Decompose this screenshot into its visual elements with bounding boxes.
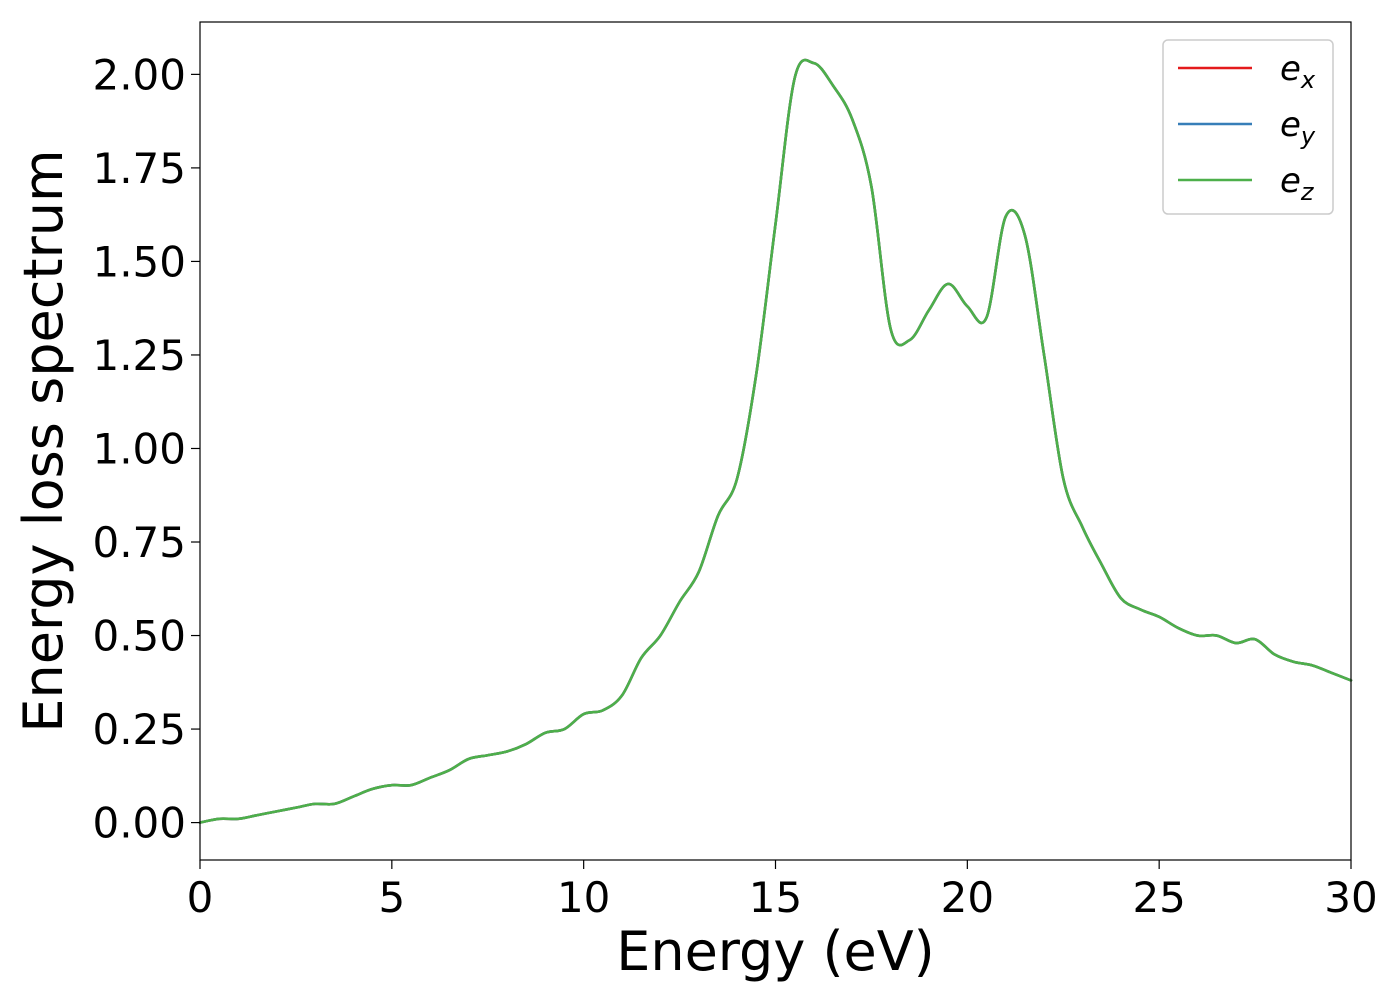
legend-label-base: e [1280, 105, 1301, 145]
x-tick-label: 0 [187, 873, 214, 922]
legend-box [1162, 39, 1334, 215]
x-axis-label: Energy (eV) [616, 920, 935, 983]
legend-label: ex [1280, 49, 1316, 94]
series-layer [198, 58, 1353, 824]
legend-label-base: e [1280, 49, 1301, 89]
y-tick-label: 2.00 [92, 50, 186, 99]
y-tick-label: 1.50 [92, 237, 186, 286]
series-line-e-z [198, 58, 1353, 824]
legend-label: ey [1280, 105, 1316, 150]
x-tick-label: 25 [1132, 873, 1185, 922]
x-tick-label: 20 [941, 873, 994, 922]
y-tick-label: 1.25 [92, 331, 186, 380]
y-tick-label: 0.00 [92, 799, 186, 848]
legend-label: ez [1280, 161, 1315, 206]
legend-label-base: e [1280, 161, 1301, 201]
y-tick-label: 1.75 [92, 144, 186, 193]
y-axis-label: Energy loss spectrum [12, 149, 75, 732]
x-tick-label: 10 [557, 873, 610, 922]
x-tick-label: 5 [378, 873, 405, 922]
y-tick-label: 0.75 [92, 518, 186, 567]
legend-label-subscript: x [1300, 66, 1316, 94]
y-tick-label: 0.50 [92, 612, 186, 661]
y-tick-label: 0.25 [92, 705, 186, 754]
x-tick-label: 30 [1324, 873, 1377, 922]
y-axis: 0.00 0.25 0.50 0.75 1.00 1.25 1.50 1.75 2.00 [92, 50, 200, 848]
y-tick-label: 1.00 [92, 424, 186, 473]
x-tick-label: 15 [749, 873, 802, 922]
legend-label-subscript: y [1300, 122, 1316, 150]
legend-label-subscript: z [1300, 178, 1315, 206]
x-axis: 0 5 10 15 20 25 30 [187, 860, 1378, 922]
